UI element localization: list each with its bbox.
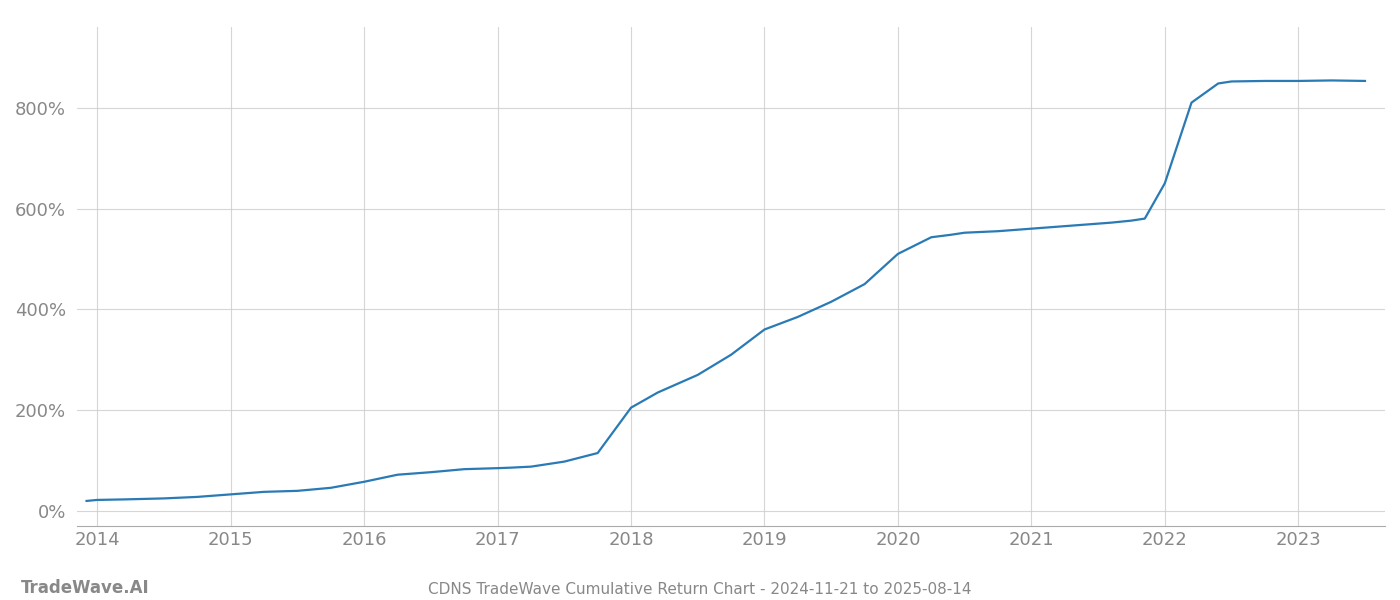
Text: CDNS TradeWave Cumulative Return Chart - 2024-11-21 to 2025-08-14: CDNS TradeWave Cumulative Return Chart -… [428,582,972,597]
Text: TradeWave.AI: TradeWave.AI [21,579,150,597]
